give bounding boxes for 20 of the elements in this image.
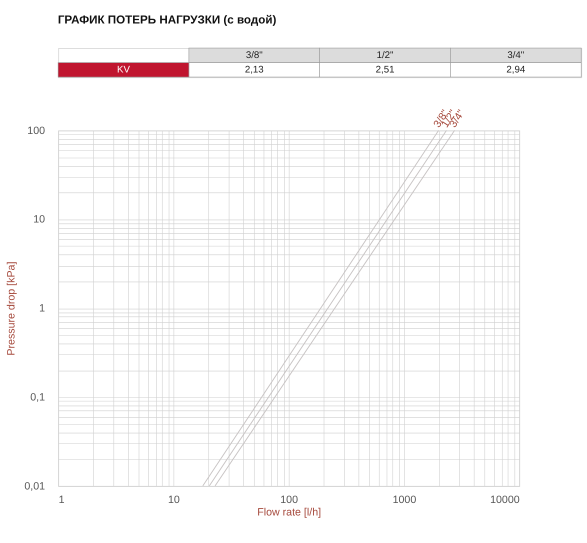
y-tick-label: 1 (39, 302, 46, 315)
category-label: 3/4" (507, 50, 525, 62)
x-tick-label: 1000 (392, 494, 416, 506)
x-tick-label: 1 (58, 494, 65, 506)
category-label: 3/8" (246, 50, 264, 62)
data-label: 2,94 (506, 64, 526, 76)
text: ГРАФИК ПОТЕРЬ НАГРУЗКИ (с водой) (58, 14, 276, 27)
y-tick-label: 0,1 (30, 391, 46, 404)
category-label: 1/2" (376, 50, 394, 62)
data-label: 2,13 (244, 64, 264, 76)
x-tick-label: 10000 (490, 494, 520, 506)
y-tick-label: 0,01 (24, 480, 46, 492)
y-tick-label: 10 (33, 214, 46, 226)
x-axis-title: Flow rate [l/h] (257, 506, 322, 518)
x-tick-label: 10 (168, 494, 180, 506)
text: KV (117, 64, 130, 76)
x-tick-label: 100 (280, 494, 298, 506)
data-label: 2,51 (376, 64, 394, 76)
y-axis-title: Pressure drop [kPa] (6, 262, 18, 356)
y-tick-label: 100 (27, 124, 46, 137)
